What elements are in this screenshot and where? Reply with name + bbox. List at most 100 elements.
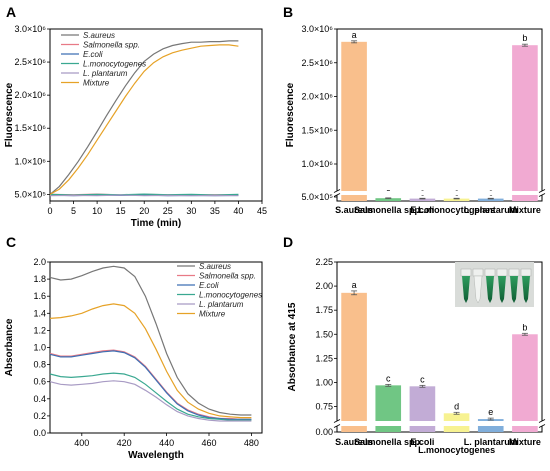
x-tick-label: 25 bbox=[163, 206, 173, 216]
legend-label-s-aureus: S.aureus bbox=[199, 262, 231, 271]
category-label-s-aureus: S.aureus bbox=[335, 205, 373, 215]
axis-break-marks bbox=[333, 189, 546, 197]
y-tick-label: 1.5×10⁶ bbox=[302, 125, 334, 135]
y-axis-label: Fluorescence bbox=[4, 82, 15, 147]
y-tick-label: 3.0×10⁶ bbox=[15, 24, 47, 34]
y-tick-label: 1.4 bbox=[33, 308, 46, 318]
series-line-s-aureus bbox=[49, 265, 252, 416]
y-tick-label: 0.2 bbox=[33, 411, 46, 421]
tube-photo bbox=[455, 262, 534, 307]
category-label-salmonella-spp: Salmonella spp. bbox=[354, 437, 423, 447]
error-bar-l-monocytogenes bbox=[453, 411, 460, 415]
x-tick-label: 15 bbox=[116, 206, 126, 216]
plot-frame bbox=[49, 28, 263, 202]
legend-label-l-plantarum: L. plantarum bbox=[83, 69, 128, 78]
category-label-l-monocytogenes: L.monocytogenes bbox=[418, 205, 495, 215]
category-label-e-coli: E.coli bbox=[410, 205, 434, 215]
y-tick-label: 3.0×10⁶ bbox=[302, 24, 334, 34]
panel-letter-b: B bbox=[283, 4, 293, 20]
panel-d-bar-chart: 0.00 0.75 1.00 1.25 1.50 1.75 2.00 2.25 a S.aureu… bbox=[287, 257, 546, 455]
error-bar-mixture bbox=[521, 43, 528, 47]
series-line-l-plantarum bbox=[49, 194, 239, 197]
x-tick-label: 400 bbox=[74, 438, 89, 448]
significance-letter-l-monocytogenes: d bbox=[454, 401, 459, 411]
series-line-l-plantarum bbox=[49, 380, 252, 422]
legend-label-l-monocytogenes: L.monocytogenes bbox=[199, 291, 262, 300]
significance-letter-mixture: b bbox=[522, 33, 527, 43]
x-tick-label: 45 bbox=[257, 206, 267, 216]
panel-c-spectra-chart: 400 420 440 460 480 0.0 0.2 0.4 0.6 0.8 1.0 1.2 1.4 1… bbox=[4, 257, 263, 461]
plot-frame bbox=[336, 28, 543, 202]
error-bar-e-coli bbox=[419, 197, 426, 200]
category-label-mixture: Mixture bbox=[509, 437, 541, 447]
error-bar-mixture bbox=[521, 332, 528, 336]
error-bar-salmonella-spp bbox=[385, 197, 392, 199]
y-axis-label: Absorbance at 415 bbox=[287, 302, 298, 391]
y-tick-label: 1.5×10⁶ bbox=[15, 123, 47, 133]
tube-3 bbox=[484, 268, 496, 303]
plot-frame bbox=[49, 261, 263, 434]
y-tick-label: 0.6 bbox=[33, 377, 46, 387]
error-bar-l-plantarum bbox=[487, 417, 494, 421]
x-tick-label: 20 bbox=[139, 206, 149, 216]
legend-label-mixture: Mixture bbox=[199, 310, 226, 319]
y-tick-label: 1.8 bbox=[33, 274, 46, 284]
significance-letter-e-coli: c bbox=[420, 374, 425, 384]
x-tick-label: 460 bbox=[201, 438, 216, 448]
significance-letter-s-aureus: a bbox=[352, 30, 357, 40]
tube-1 bbox=[460, 268, 472, 303]
y-tick-label: 1.00 bbox=[315, 377, 333, 387]
legend-label-mixture: Mixture bbox=[83, 79, 110, 88]
category-label-e-coli: E.coli bbox=[410, 437, 434, 447]
error-bar-l-monocytogenes bbox=[453, 197, 460, 200]
error-bar-e-coli bbox=[419, 384, 426, 388]
bar-mixture bbox=[512, 45, 538, 202]
significance-letter-s-aureus: a bbox=[352, 280, 357, 290]
error-bar-s-aureus bbox=[351, 290, 358, 296]
series-line-l-monocytogenes bbox=[49, 372, 252, 421]
axis-break-marks bbox=[333, 419, 546, 428]
category-label-s-aureus: S.aureus bbox=[335, 437, 373, 447]
y-tick-label: 2.25 bbox=[315, 257, 333, 267]
series-line-s-aureus bbox=[49, 40, 239, 195]
tube-5 bbox=[508, 268, 520, 303]
category-label-l-plantarum: L. plantarum bbox=[464, 205, 518, 215]
legend-label-e-coli: E.coli bbox=[83, 50, 103, 59]
x-tick-label: 30 bbox=[186, 206, 196, 216]
significance-letter-mixture: b bbox=[522, 322, 527, 332]
error-bar-l-plantarum bbox=[487, 197, 494, 200]
y-tick-label: 2.0 bbox=[33, 257, 46, 267]
y-tick-label: 0.8 bbox=[33, 360, 46, 370]
tube-4 bbox=[496, 268, 508, 303]
y-tick-label: 1.50 bbox=[315, 329, 333, 339]
plot-frame bbox=[336, 261, 543, 433]
error-bar-s-aureus bbox=[351, 40, 358, 44]
axis-break-gap bbox=[333, 191, 546, 195]
category-label-mixture: Mixture bbox=[509, 205, 541, 215]
x-axis-label: Time (min) bbox=[131, 218, 181, 229]
y-tick-label: 0.0 bbox=[33, 428, 46, 438]
tube-6 bbox=[520, 268, 532, 303]
panel-letter-d: D bbox=[283, 234, 293, 250]
category-label-l-plantarum: L. plantarum bbox=[464, 437, 518, 447]
y-tick-label: 0.00 bbox=[315, 427, 333, 437]
y-tick-label: 1.0 bbox=[33, 343, 46, 353]
x-tick-label: 5 bbox=[71, 206, 76, 216]
bar-l-plantarum bbox=[477, 198, 504, 201]
x-tick-label: 440 bbox=[159, 438, 174, 448]
significance-letter-salmonella-spp: c bbox=[386, 373, 391, 383]
bar-mixture bbox=[512, 334, 538, 432]
x-tick-label: 480 bbox=[244, 438, 259, 448]
series-line-mixture bbox=[49, 303, 252, 419]
y-tick-label: 1.2 bbox=[33, 325, 46, 335]
x-tick-label: 10 bbox=[92, 206, 102, 216]
series-line-l-monocytogenes bbox=[49, 193, 239, 196]
category-label-l-monocytogenes: L.monocytogenes bbox=[418, 445, 495, 455]
bar-s-aureus bbox=[341, 41, 367, 202]
y-axis-label: Absorbance bbox=[4, 318, 15, 376]
series-line-e-coli bbox=[49, 350, 252, 420]
y-tick-label: 1.0×10⁶ bbox=[302, 159, 334, 169]
